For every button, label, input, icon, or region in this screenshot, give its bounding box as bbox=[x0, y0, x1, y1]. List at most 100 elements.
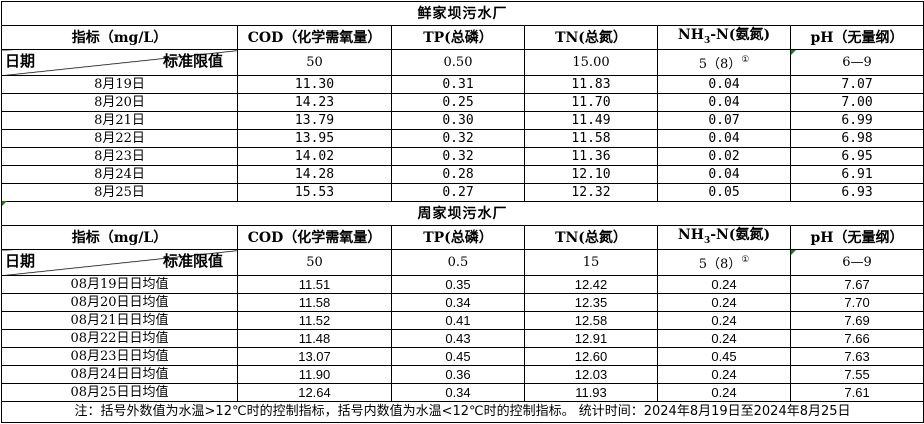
value-cell: 7.61 bbox=[789, 383, 924, 402]
table-row: 08月22日日均值 11.48 0.43 12.91 0.24 7.66 bbox=[1, 329, 924, 348]
column-header: 指标（mg/L） bbox=[1, 25, 238, 50]
standard-limit: 15 bbox=[524, 249, 658, 276]
value-cell: 11.51 bbox=[237, 275, 392, 294]
cell-comment-marker bbox=[2, 201, 7, 206]
value-cell: 6.91 bbox=[789, 165, 924, 184]
value-cell: 0.32 bbox=[391, 147, 525, 166]
date-cell: 08月20日日均值 bbox=[1, 293, 238, 312]
column-header: TP(总磷） bbox=[391, 225, 525, 250]
diagonal-header-cell: 日期 标准限值 bbox=[1, 249, 238, 276]
value-cell: 0.05 bbox=[657, 183, 791, 202]
date-label: 日期 bbox=[5, 252, 36, 270]
plant-name: 周家坝污水厂 bbox=[0, 201, 924, 226]
value-cell: 0.24 bbox=[657, 275, 791, 294]
table-row: 8月19日 11.30 0.31 11.83 0.04 7.07 bbox=[1, 75, 924, 94]
value-cell: 0.04 bbox=[657, 129, 791, 148]
standard-limit: 50 bbox=[237, 249, 392, 276]
table-row: 08月23日日均值 13.07 0.45 12.60 0.45 7.63 bbox=[1, 347, 924, 366]
diagonal-header-cell: 日期 标准限值 bbox=[1, 49, 238, 76]
date-cell: 8月20日 bbox=[1, 93, 238, 112]
date-cell: 08月22日日均值 bbox=[1, 329, 238, 348]
date-cell: 8月19日 bbox=[1, 75, 238, 94]
date-cell: 8月22日 bbox=[1, 129, 238, 148]
table-row: 08月19日日均值 11.51 0.35 12.42 0.24 7.67 bbox=[1, 275, 924, 294]
column-header: 指标（mg/L） bbox=[1, 225, 238, 250]
value-cell: 14.28 bbox=[237, 165, 392, 184]
date-cell: 8月21日 bbox=[1, 111, 238, 130]
value-cell: 11.36 bbox=[524, 147, 658, 166]
value-cell: 0.04 bbox=[657, 75, 791, 94]
value-cell: 0.02 bbox=[657, 147, 791, 166]
value-cell: 12.32 bbox=[524, 183, 658, 202]
value-cell: 11.70 bbox=[524, 93, 658, 112]
value-cell: 15.53 bbox=[237, 183, 392, 202]
value-cell: 0.41 bbox=[391, 311, 525, 330]
column-header: TN(总氮） bbox=[524, 225, 658, 250]
value-cell: 0.24 bbox=[657, 293, 791, 312]
value-cell: 14.23 bbox=[237, 93, 392, 112]
value-cell: 11.90 bbox=[237, 365, 392, 384]
value-cell: 6.98 bbox=[789, 129, 924, 148]
date-cell: 8月23日 bbox=[1, 147, 238, 166]
value-cell: 0.24 bbox=[657, 365, 791, 384]
value-cell: 11.30 bbox=[237, 75, 392, 94]
plant-table-1: 周家坝污水厂 指标（mg/L） COD（化学需氧量） TP(总磷） TN(总氮） NH3-… bbox=[0, 201, 924, 423]
header-subscript: 3 bbox=[703, 235, 711, 246]
date-cell: 08月24日日均值 bbox=[1, 365, 238, 384]
value-cell: 7.07 bbox=[789, 75, 924, 94]
value-cell: 11.49 bbox=[524, 111, 658, 130]
value-cell: 0.25 bbox=[391, 93, 525, 112]
table-row: 08月21日日均值 11.52 0.41 12.58 0.24 7.69 bbox=[1, 311, 924, 330]
value-cell: 7.67 bbox=[789, 275, 924, 294]
value-cell: 0.30 bbox=[391, 111, 525, 130]
value-cell: 11.52 bbox=[237, 311, 392, 330]
value-cell: 6.95 bbox=[789, 147, 924, 166]
header-subscript: 3 bbox=[703, 35, 711, 46]
plant-name: 鲜家坝污水厂 bbox=[0, 1, 924, 26]
column-header: COD（化学需氧量） bbox=[237, 25, 392, 50]
footnote: 注：括号外数值为水温>12℃时的控制指标，括号内数值为水温<12℃时的控制指标。… bbox=[0, 401, 924, 423]
value-cell: 14.02 bbox=[237, 147, 392, 166]
table-row: 08月24日日均值 11.90 0.36 12.03 0.24 7.55 bbox=[1, 365, 924, 384]
standard-limit: 6—9 bbox=[789, 49, 924, 76]
value-cell: 7.63 bbox=[789, 347, 924, 366]
value-cell: 0.43 bbox=[391, 329, 525, 348]
column-header: pH（无量纲） bbox=[789, 225, 924, 250]
value-cell: 0.31 bbox=[391, 75, 525, 94]
value-cell: 0.24 bbox=[657, 383, 791, 402]
footnote-mark: ① bbox=[741, 55, 750, 65]
column-header: pH（无量纲） bbox=[789, 25, 924, 50]
table-row: 8月22日 13.95 0.32 11.58 0.04 6.98 bbox=[1, 129, 924, 148]
value-cell: 0.35 bbox=[391, 275, 525, 294]
date-cell: 08月21日日均值 bbox=[1, 311, 238, 330]
value-cell: 11.58 bbox=[237, 293, 392, 312]
value-cell: 0.28 bbox=[391, 165, 525, 184]
standard-limit: 50 bbox=[237, 49, 392, 76]
value-cell: 0.34 bbox=[391, 383, 525, 402]
value-cell: 0.04 bbox=[657, 165, 791, 184]
table-row: 8月20日 14.23 0.25 11.70 0.04 7.00 bbox=[1, 93, 924, 112]
value-cell: 7.00 bbox=[789, 93, 924, 112]
standard-limit: 0.50 bbox=[391, 49, 525, 76]
table-row: 8月25日 15.53 0.27 12.32 0.05 6.93 bbox=[1, 183, 924, 202]
footnote-mark: ① bbox=[741, 255, 750, 265]
value-cell: 11.58 bbox=[524, 129, 658, 148]
standard-limit-label: 标准限值 bbox=[162, 52, 223, 70]
value-cell: 13.79 bbox=[237, 111, 392, 130]
column-header-nh3n: NH3-N(氨氮) bbox=[657, 25, 791, 50]
value-cell: 12.91 bbox=[524, 329, 658, 348]
value-cell: 12.42 bbox=[524, 275, 658, 294]
value-cell: 0.24 bbox=[657, 329, 791, 348]
value-cell: 11.48 bbox=[237, 329, 392, 348]
column-header: TN(总氮） bbox=[524, 25, 658, 50]
value-cell: 0.04 bbox=[657, 93, 791, 112]
standard-limit: 0.5 bbox=[391, 249, 525, 276]
value-cell: 7.70 bbox=[789, 293, 924, 312]
value-cell: 12.03 bbox=[524, 365, 658, 384]
value-cell: 6.93 bbox=[789, 183, 924, 202]
cell-comment-marker bbox=[791, 50, 796, 55]
cell-comment-marker bbox=[791, 250, 796, 255]
value-cell: 11.83 bbox=[524, 75, 658, 94]
column-header: TP(总磷） bbox=[391, 25, 525, 50]
value-cell: 0.45 bbox=[657, 347, 791, 366]
